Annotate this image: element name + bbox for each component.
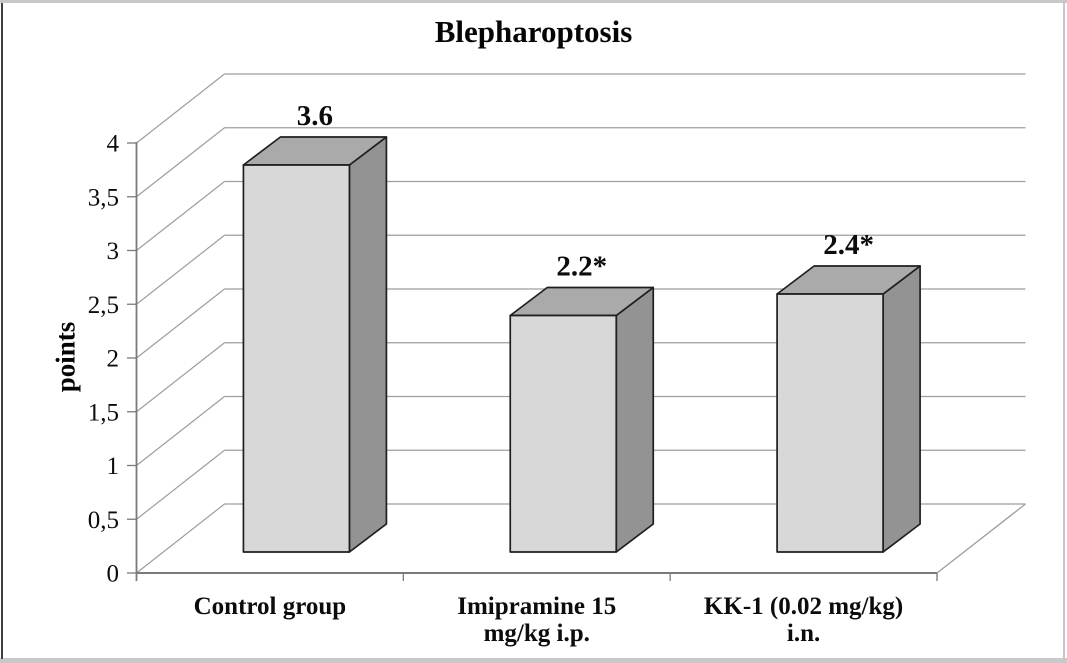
gridline-diagonal — [136, 449, 225, 520]
y-tick-label: 0,5 — [88, 507, 119, 534]
gridline-diagonal — [136, 234, 225, 305]
gridline-diagonal — [136, 127, 225, 198]
gridline-diagonal — [136, 342, 225, 413]
bar-side-face — [882, 265, 921, 553]
y-tick-label: 1,5 — [88, 399, 119, 426]
gridline-diagonal — [136, 288, 225, 359]
gridline-diagonal — [136, 396, 225, 466]
y-tick-label: 0 — [107, 561, 120, 588]
y-tick-label: 4 — [107, 131, 120, 158]
y-tick-label: 3 — [107, 238, 120, 265]
frame-border-top — [0, 0, 1067, 3]
y-tick-label: 2,5 — [88, 292, 119, 319]
gridline-diagonal — [136, 73, 225, 144]
bar-side-face — [348, 136, 388, 553]
gridline-diagonal — [136, 503, 225, 574]
x-category-label: KK-1 (0.02 mg/kg) i.n. — [704, 593, 903, 647]
bar-front-face — [242, 164, 351, 553]
y-tick-label: 3,5 — [88, 184, 119, 211]
y-tick-label: 1 — [107, 453, 120, 480]
bar-data-label: 2.2* — [556, 251, 607, 283]
bar-data-label: 2.4* — [823, 229, 874, 261]
floor-right-edge — [936, 503, 1026, 574]
frame-border-right — [1063, 0, 1065, 663]
gridline-diagonal — [136, 181, 225, 251]
bar-1 — [509, 286, 655, 553]
frame-border-left — [1, 3, 3, 659]
bar-side-face — [615, 286, 655, 553]
bar-0 — [242, 136, 388, 553]
bar-2 — [776, 265, 921, 553]
frame-border-bottom — [0, 658, 1067, 663]
chart-title: Blepharoptosis — [434, 14, 633, 49]
bar-front-face — [776, 293, 884, 553]
x-category-label: Control group — [194, 593, 347, 620]
bar-front-face — [509, 314, 618, 553]
y-tick-label: 2 — [107, 346, 120, 373]
bar-data-label: 3.6 — [297, 100, 333, 132]
x-category-label: Imipramine 15 mg/kg i.p. — [457, 593, 616, 647]
